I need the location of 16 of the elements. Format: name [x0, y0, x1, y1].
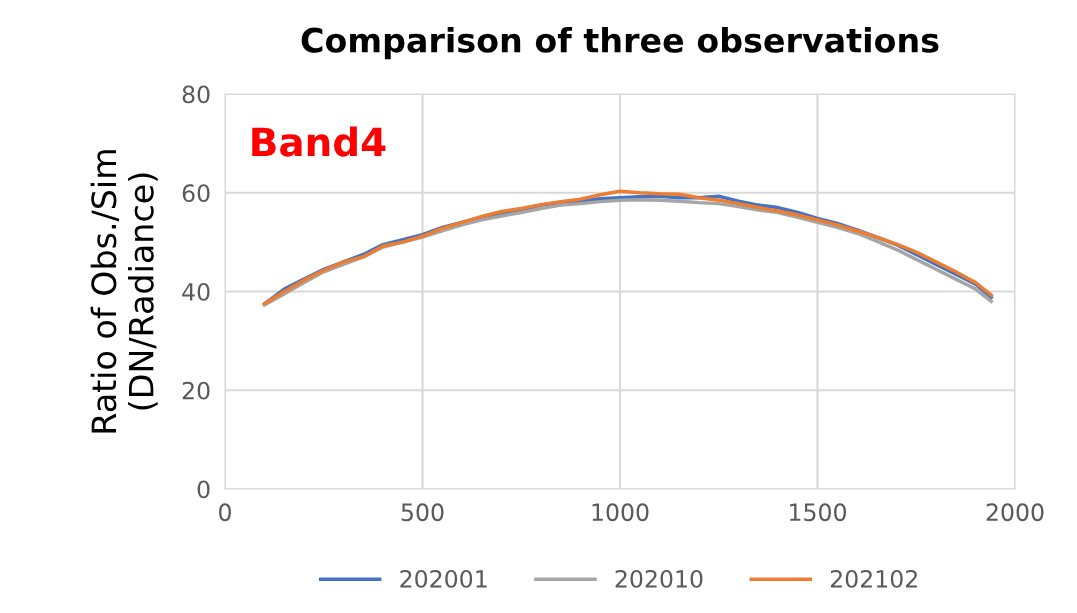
y-axis-title: Ratio of Obs./Sim (DN/Radiance)	[90, 150, 158, 433]
legend-label: 202010	[615, 569, 703, 588]
legend-label: 202001	[400, 569, 487, 588]
annotation: Band4	[252, 126, 386, 157]
x-tick-label: 1000	[592, 503, 649, 522]
y-tick-label: 80	[182, 85, 210, 104]
y-tick-label: 20	[182, 381, 210, 400]
legend-label: 202102	[830, 569, 917, 588]
x-tick-label: 1500	[790, 503, 846, 522]
y-tick-label: 40	[182, 282, 210, 301]
chart-title: Comparison of three observations	[301, 27, 939, 60]
x-tick-label: 2000	[986, 503, 1044, 522]
y-tick-label: 0	[197, 480, 210, 499]
x-tick-label: 500	[401, 503, 444, 522]
y-tick-label: 60	[182, 184, 210, 203]
x-tick-label: 0	[219, 503, 231, 522]
